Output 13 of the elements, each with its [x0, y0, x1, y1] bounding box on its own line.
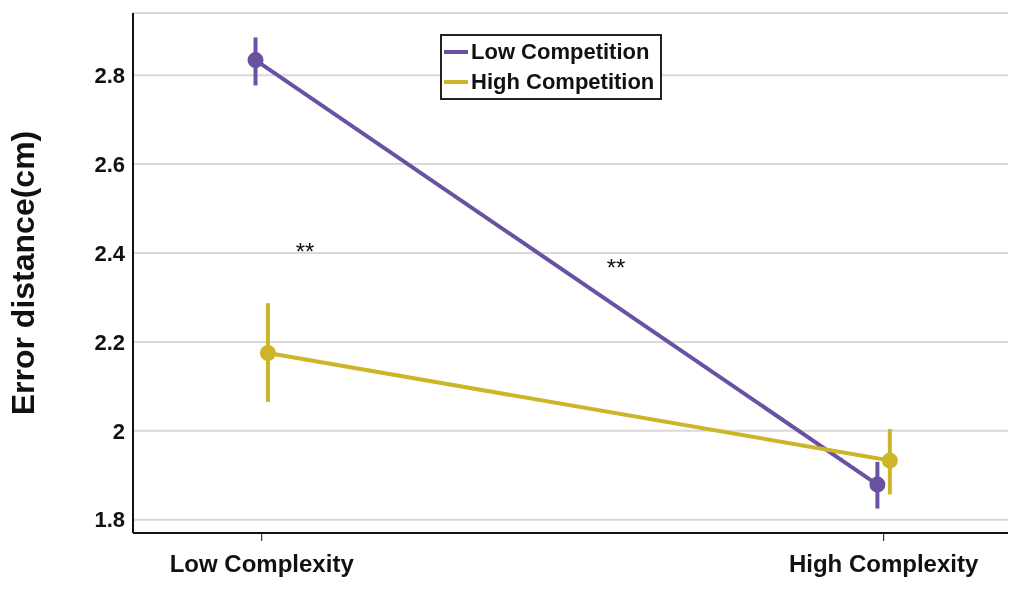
y-tick-label: 2.6 [94, 151, 125, 177]
annotation: ** [295, 238, 315, 265]
y-tick-label: 2.8 [94, 63, 125, 89]
y-tick-label: 2.4 [94, 240, 126, 266]
legend-label: Low Competition [471, 38, 650, 66]
y-axis-title: Error distance(cm) [5, 130, 42, 416]
x-tick-label: High Complexity [788, 550, 979, 578]
x-tick-label: Low Complexity [169, 550, 355, 578]
legend-label: High Competition [471, 68, 655, 96]
y-tick-label: 2.2 [94, 329, 125, 355]
y-tick-label: 1.8 [94, 507, 125, 533]
annotation: ** [606, 254, 626, 281]
y-tick-label: 2 [112, 418, 125, 444]
